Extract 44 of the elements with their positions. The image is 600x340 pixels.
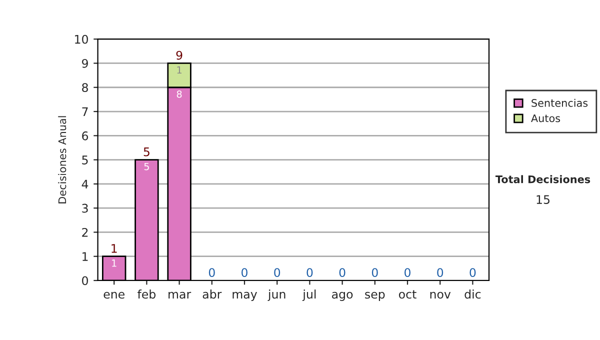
- legend-label: Autos: [531, 114, 560, 122]
- y-tick-label: 2: [82, 228, 88, 237]
- y-tick-label: 10: [75, 34, 88, 44]
- total-label: 0: [372, 268, 378, 278]
- total-label: 0: [404, 268, 410, 278]
- total-label: 0: [208, 268, 215, 278]
- data-label: 5: [144, 162, 149, 170]
- x-tick-label: sep: [365, 292, 385, 301]
- x-tick-label: ago: [332, 292, 353, 301]
- y-tick-label: 6: [82, 131, 88, 140]
- total-label: 9: [176, 50, 182, 60]
- x-tick-label: oct: [398, 290, 416, 299]
- y-tick-label: 0: [82, 276, 88, 286]
- total-label: 0: [339, 268, 346, 278]
- y-tick-label: 5: [82, 156, 88, 164]
- data-label: 1: [112, 260, 116, 267]
- data-label: 1: [177, 66, 182, 74]
- text: 15: [536, 195, 550, 204]
- y-tick-label: 3: [82, 204, 88, 213]
- y-tick-label: 8: [82, 83, 88, 92]
- x-tick-label: mar: [168, 292, 192, 299]
- x-tick-label: dic: [464, 290, 481, 299]
- x-tick-label: feb: [138, 290, 156, 299]
- x-tick-label: may: [232, 292, 258, 301]
- x-tick-label: abr: [202, 290, 222, 299]
- x-tick-label: jun: [268, 290, 286, 301]
- total-label: 0: [470, 268, 476, 278]
- y-tick-label: 1: [82, 252, 88, 261]
- x-tick-label: nov: [430, 292, 451, 299]
- total-label: 0: [242, 268, 248, 278]
- total-label: 0: [306, 268, 313, 278]
- data-label: 8: [176, 90, 182, 98]
- y-tick-label: 7: [82, 107, 88, 116]
- legend-label: Sentencias: [532, 98, 588, 107]
- total-label: 0: [274, 268, 280, 278]
- y-tick-label: 4: [82, 180, 88, 188]
- text: Total Decisiones: [495, 175, 590, 184]
- total-label: 0: [437, 268, 444, 278]
- total-label: 1: [112, 244, 117, 253]
- y-tick-label: 9: [82, 58, 88, 68]
- x-tick-label: ene: [104, 292, 124, 299]
- total-label: 5: [144, 148, 150, 156]
- x-tick-label: jul: [302, 290, 316, 301]
- y-axis-title: Decisiones Anual: [58, 116, 66, 204]
